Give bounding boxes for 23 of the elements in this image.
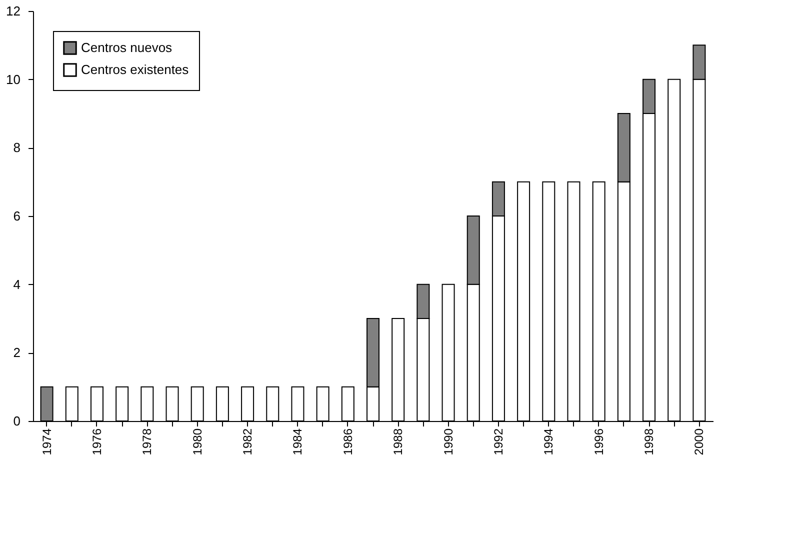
y-tick-label: 12	[6, 4, 20, 18]
y-tick-label: 10	[6, 72, 20, 87]
x-tick-label: 1988	[391, 428, 406, 456]
x-tick-label: 1976	[90, 428, 104, 456]
x-tick-label: 1998	[642, 428, 656, 456]
x-tick-label: 1990	[441, 428, 456, 456]
x-tick-label: 1974	[40, 428, 54, 456]
y-tick-label: 2	[13, 345, 20, 360]
x-tick-label: 2000	[692, 428, 706, 456]
y-tick-label: 4	[13, 276, 20, 292]
x-tick-label: 1986	[340, 428, 355, 456]
x-tick-label: 1992	[491, 428, 506, 456]
x-tick-label: 1984	[290, 428, 305, 456]
x-tick-label: 1994	[542, 428, 556, 456]
y-tick-label: 6	[13, 208, 20, 224]
y-tick-label: 8	[13, 140, 20, 156]
x-tick-label: 1980	[190, 428, 204, 456]
legend-label: Centros nuevos	[81, 40, 173, 55]
x-tick-label: 1978	[140, 428, 154, 456]
x-tick-label: 1982	[240, 428, 255, 456]
x-tick-label: 1996	[592, 428, 606, 456]
y-tick-label: 0	[13, 414, 20, 428]
legend-label: Centros existentes	[81, 62, 190, 77]
